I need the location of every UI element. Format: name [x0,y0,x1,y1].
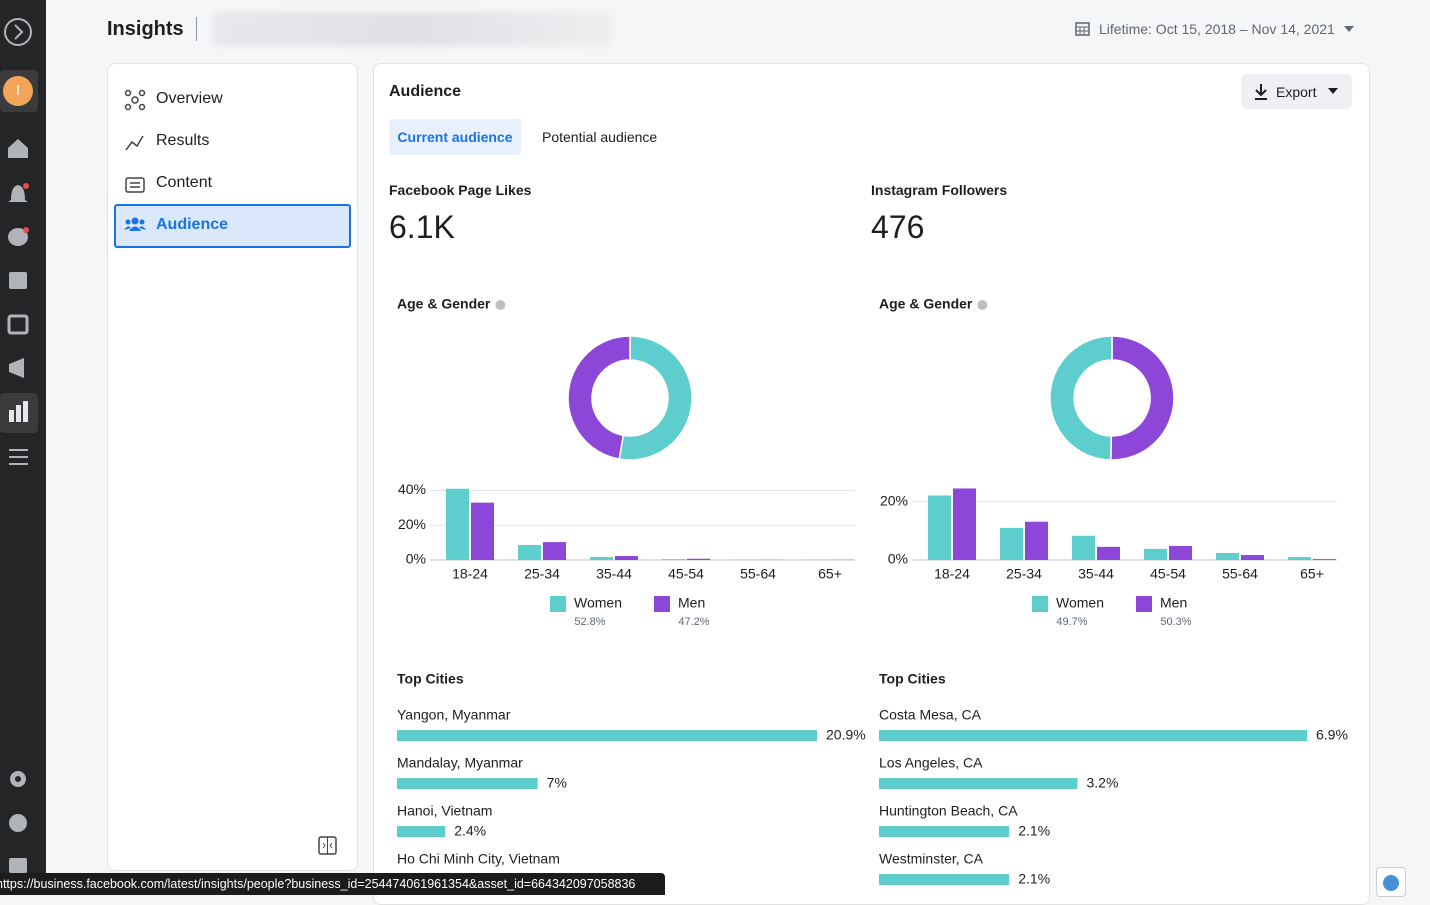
status-bar: https://business.facebook.com/latest/ins… [0,873,665,895]
bar [397,826,445,837]
bar [662,559,685,560]
x-tick-label: 65+ [1300,566,1324,582]
x-tick-label: 25-34 [524,566,560,582]
value-label: 3.2% [1086,775,1118,791]
legend-label: Women [574,595,622,611]
y-tick-label: 20% [880,492,908,508]
x-tick-label: 65+ [818,566,842,582]
bar [471,503,494,560]
category-label: Ho Chi Minh City, Vietnam [397,851,560,867]
bar [615,556,638,560]
chart-title: Top Cities [879,671,946,687]
bar [397,730,817,741]
chart-title: Age & Gender [397,296,491,312]
y-tick-label: 20% [398,516,426,532]
bar [953,488,976,560]
category-label: Huntington Beach, CA [879,803,1018,819]
value-label: 2.1% [1018,871,1050,887]
donut-segment [1050,336,1112,460]
bar [879,778,1077,789]
category-label: Costa Mesa, CA [879,707,982,723]
x-tick-label: 45-54 [1150,566,1186,582]
value-label: 20.9% [826,727,866,743]
donut-segment [568,336,630,459]
bar [879,826,1009,837]
bar [590,557,613,560]
legend-label: Men [678,595,705,611]
bar [518,545,541,560]
category-label: Mandalay, Myanmar [397,755,523,771]
bar [879,730,1307,741]
legend-swatch [1136,596,1152,612]
x-tick-label: 25-34 [1006,566,1042,582]
legend-label: Women [1056,595,1104,611]
y-tick-label: 0% [406,551,426,567]
info-icon [977,300,987,310]
bar [879,874,1009,885]
legend-value: 49.7% [1056,616,1087,628]
value-label: 7% [547,775,567,791]
bar [1072,536,1095,560]
bar [1216,553,1239,560]
bar [1288,557,1311,560]
category-label: Los Angeles, CA [879,755,983,771]
bar [543,542,566,560]
chart-title: Top Cities [397,671,464,687]
info-icon [495,300,505,310]
value-label: 6.9% [1316,727,1348,743]
legend-value: 52.8% [574,616,605,628]
y-tick-label: 40% [398,481,426,497]
value-label: 2.4% [454,823,486,839]
x-tick-label: 35-44 [596,566,632,582]
x-tick-label: 45-54 [668,566,704,582]
x-tick-label: 18-24 [452,566,488,582]
bar [1144,549,1167,560]
bar [1000,528,1023,560]
category-label: Yangon, Myanmar [397,707,511,723]
bar [446,489,469,560]
legend-value: 50.3% [1160,616,1191,628]
legend-swatch [654,596,670,612]
category-label: Westminster, CA [879,851,984,867]
bar [1097,547,1120,560]
bar [1313,559,1336,560]
category-label: Hanoi, Vietnam [397,803,492,819]
bar [1169,546,1192,560]
legend-swatch [1032,596,1048,612]
bar [397,778,538,789]
x-tick-label: 55-64 [740,566,776,582]
bar [1241,555,1264,560]
donut-segment [1111,336,1174,460]
legend-value: 47.2% [678,616,709,628]
bar [687,559,710,560]
bar [1025,522,1048,560]
value-label: 2.1% [1018,823,1050,839]
y-tick-label: 0% [888,551,908,567]
legend-label: Men [1160,595,1187,611]
x-tick-label: 35-44 [1078,566,1114,582]
bar [928,495,951,560]
x-tick-label: 55-64 [1222,566,1258,582]
chart-title: Age & Gender [879,296,973,312]
x-tick-label: 18-24 [934,566,970,582]
legend-swatch [550,596,566,612]
